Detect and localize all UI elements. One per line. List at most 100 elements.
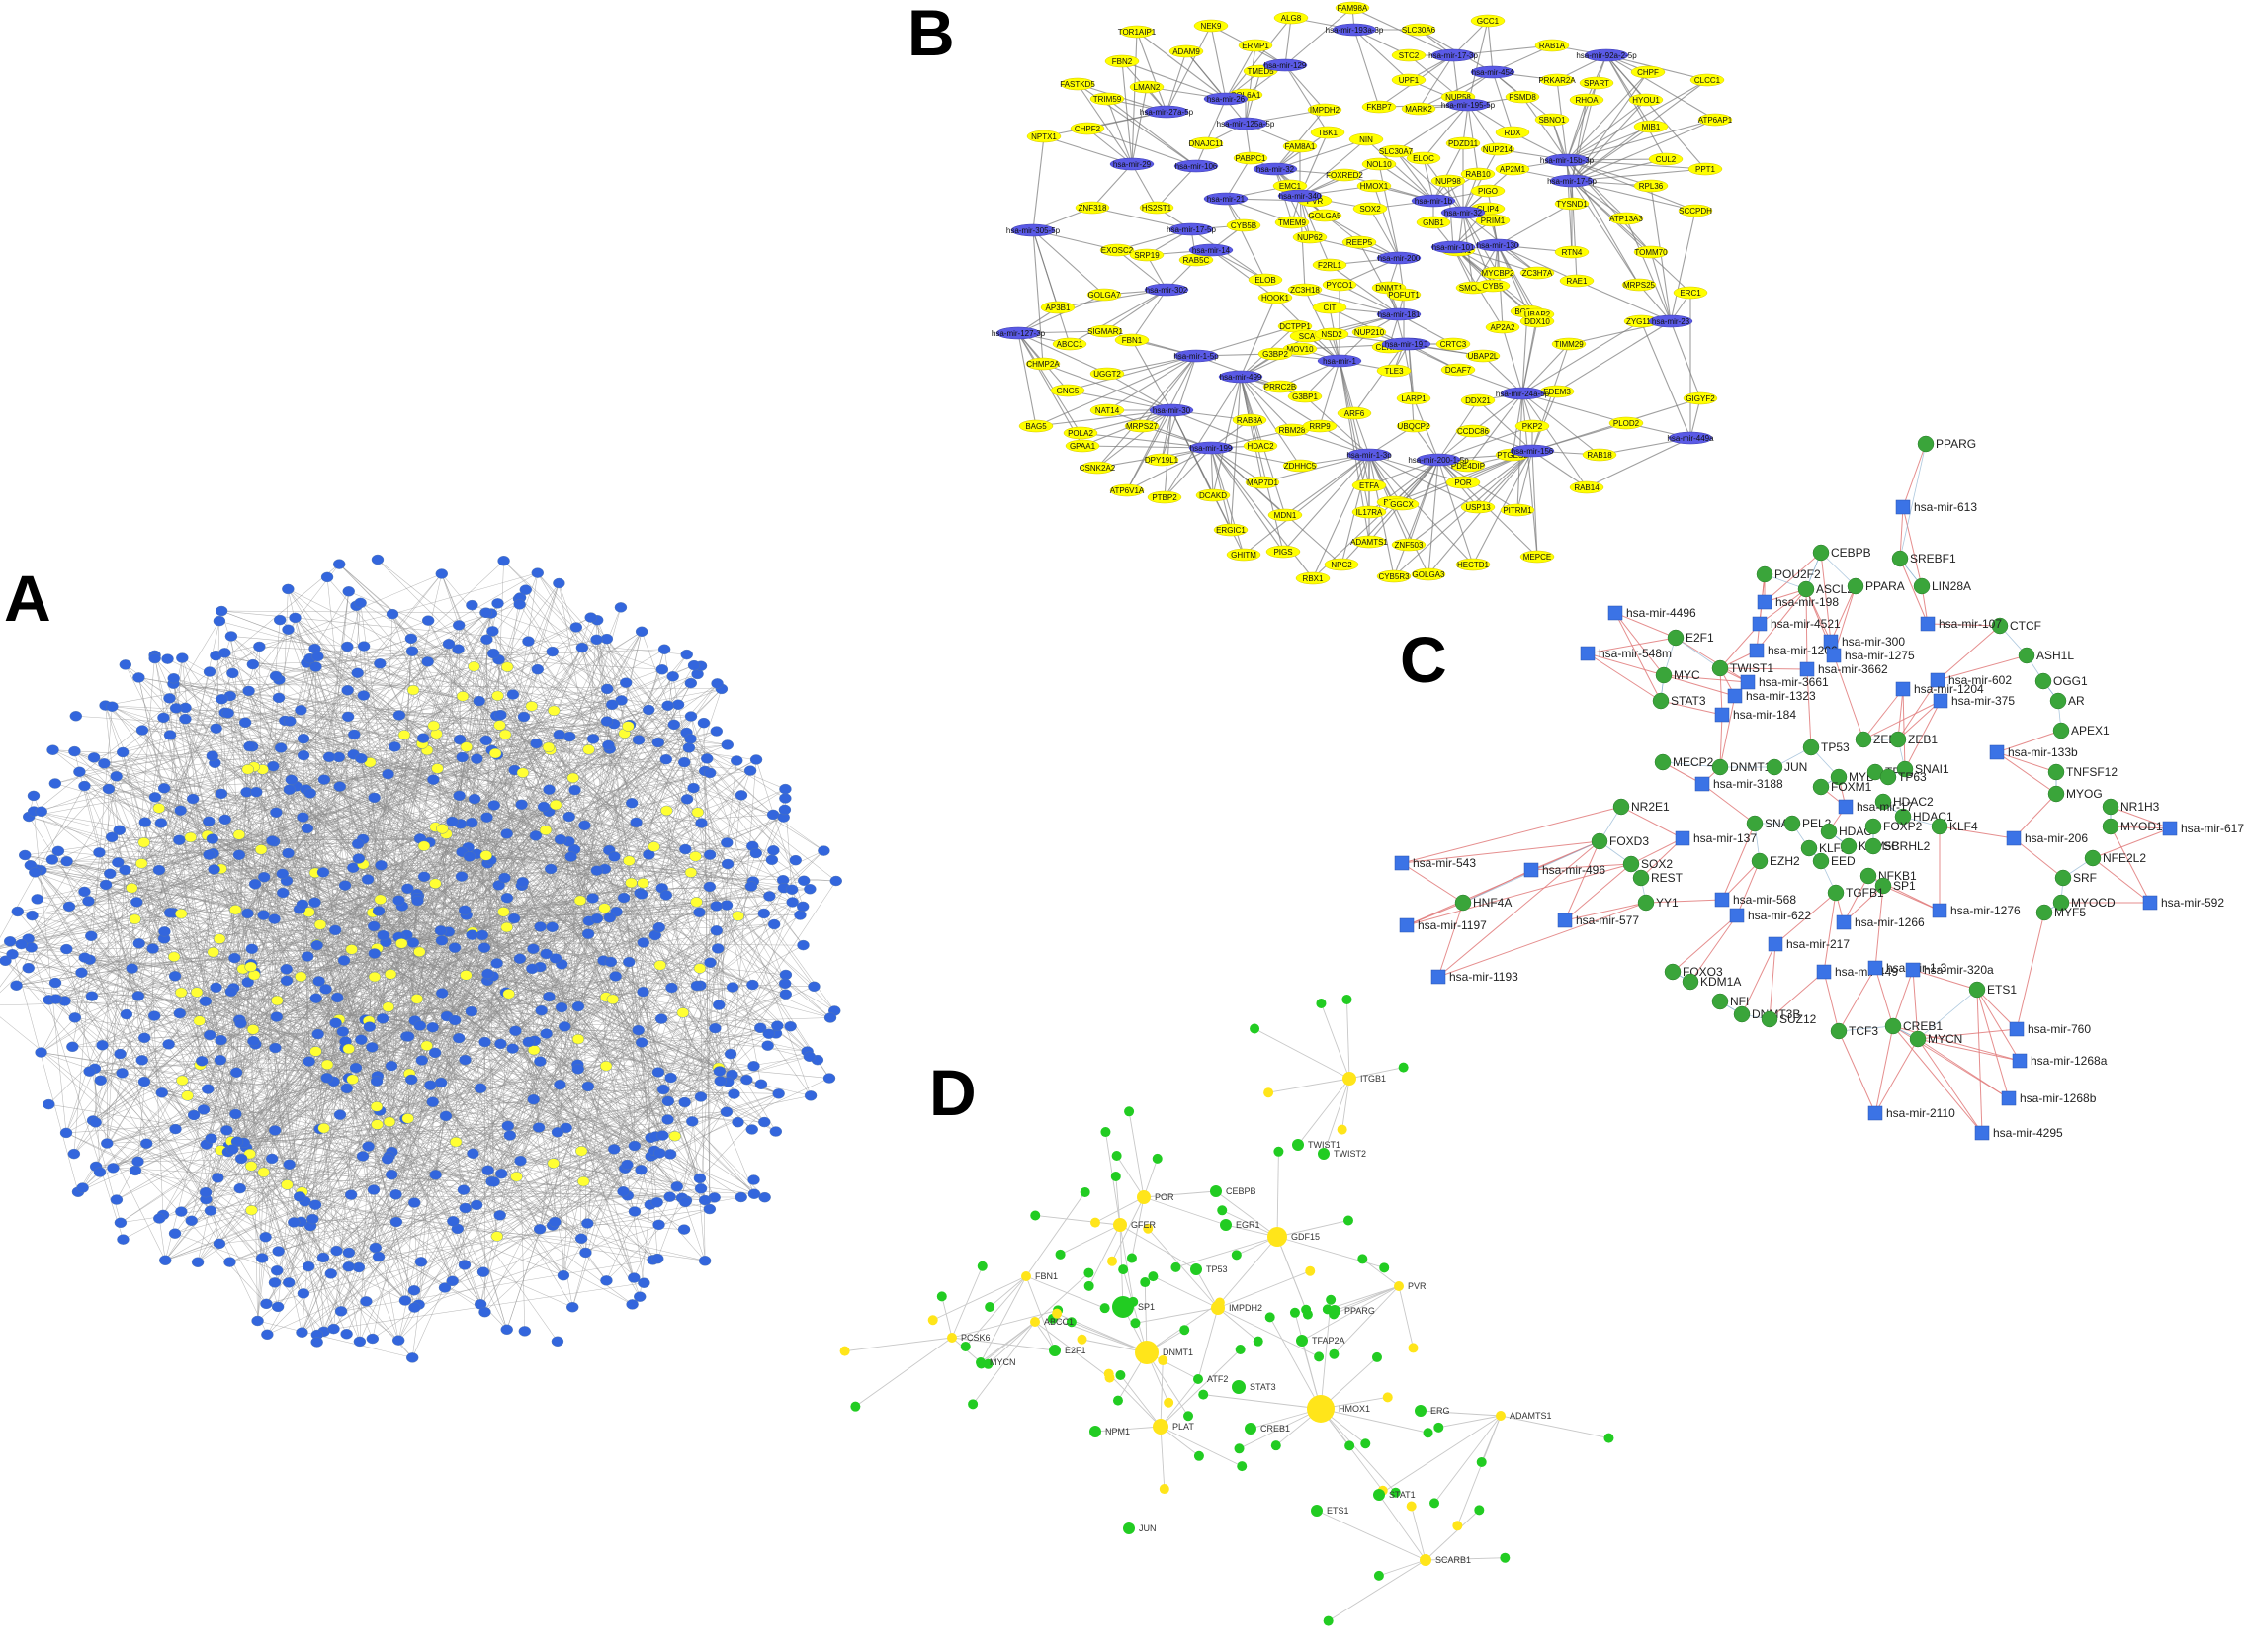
panel-a-node — [371, 1119, 384, 1130]
panel-a-edge — [333, 1282, 645, 1330]
panel-a-edge — [176, 708, 594, 739]
panel-d-green-leaf — [1183, 1411, 1194, 1422]
panel-a-edge — [548, 746, 777, 1132]
panel-a-edge — [16, 985, 643, 1043]
panel-d-green-label: ATF2 — [1207, 1374, 1228, 1384]
panel-a-edge — [379, 896, 770, 912]
panel-a-edge — [141, 810, 181, 864]
panel-a-edge — [485, 612, 720, 1068]
panel-d-yellow-label: PCSK6 — [961, 1333, 991, 1343]
panel-d-green-node: TFAP2A — [1296, 1335, 1345, 1347]
panel-a-edge — [373, 1189, 715, 1198]
panel-d-green-leaf — [1080, 1186, 1090, 1197]
panel-a-edge — [82, 756, 340, 1188]
panel-a-edge — [213, 952, 415, 1203]
panel-a-edge — [539, 1006, 579, 1230]
panel-a-node — [284, 716, 297, 727]
panel-d-edge — [1203, 1394, 1322, 1410]
panel-a-edge — [144, 972, 255, 1039]
panel-a-edge — [66, 1110, 381, 1134]
panel-a-node — [215, 788, 228, 800]
panel-a-edge — [391, 613, 671, 1079]
panel-a-edge — [181, 721, 608, 1212]
panel-a-nodes — [0, 554, 842, 1363]
panel-a-edge — [73, 868, 221, 1155]
panel-d-green-label: E2F1 — [1065, 1346, 1086, 1355]
panel-d-edge — [1433, 1415, 1502, 1504]
panel-a-node — [257, 1167, 270, 1178]
panel-a-edge — [41, 1052, 263, 1259]
panel-a-edge — [696, 854, 711, 903]
panel-a-edge — [476, 653, 494, 759]
panel-a-edge — [301, 748, 610, 1223]
panel-a-edge — [165, 855, 487, 1261]
panel-a-edge — [68, 854, 711, 908]
panel-a-edge — [551, 868, 643, 895]
panel-a-edge — [226, 704, 613, 1131]
panel-a-edge — [380, 572, 538, 664]
panel-a-edge — [113, 1168, 653, 1261]
panel-a-edge — [662, 1053, 732, 1090]
panel-a-node — [31, 894, 43, 905]
panel-a-node — [643, 849, 655, 860]
panel-a-edge — [490, 613, 786, 799]
panel-a-edge — [377, 947, 769, 1034]
panel-a-edge — [65, 636, 232, 1134]
panel-a-edge — [641, 906, 804, 1171]
panel-a-edge — [472, 604, 662, 670]
panel-a-edge — [377, 1124, 541, 1230]
panel-d-edge — [1153, 1275, 1219, 1309]
panel-d-green-leaf — [1373, 1570, 1384, 1581]
panel-a-edge — [169, 735, 589, 934]
panel-d-green-leaf — [1429, 1498, 1440, 1509]
panel-a-edge — [220, 793, 729, 865]
panel-a-node — [575, 642, 589, 653]
panel-a-node — [140, 1138, 153, 1149]
panel-a-node — [251, 1315, 264, 1327]
panel-a-edge — [378, 1084, 561, 1258]
panel-d-green-leaf — [1118, 1264, 1129, 1275]
panel-a-edge — [333, 1039, 362, 1330]
panel-a-edge — [553, 1077, 671, 1164]
panel-a-edge — [107, 987, 734, 1144]
panel-a-node — [255, 1253, 269, 1263]
panel-a-edge — [460, 799, 688, 825]
panel-d-yellow-label: ABCC1 — [1044, 1317, 1074, 1327]
panel-a-edge — [250, 772, 524, 965]
panel-a-node — [389, 741, 401, 752]
panel-a-edge — [94, 1068, 304, 1294]
panel-a-edge — [315, 998, 459, 1230]
panel-d-edge — [932, 1275, 1027, 1321]
panel-d-green-leaf — [1124, 1106, 1135, 1117]
panel-a-edge — [137, 754, 354, 1162]
panel-a-edge — [253, 812, 698, 1042]
panel-d-green-leaf — [1342, 1215, 1353, 1226]
panel-a-edge — [113, 895, 666, 1169]
panel-d-green-node: CREB1 — [1245, 1423, 1290, 1435]
panel-a-node — [60, 943, 73, 955]
panel-a-edge — [406, 627, 577, 1037]
panel-d-green-leaf — [1235, 1345, 1246, 1355]
panel-d-yellow-leaf — [1406, 1501, 1417, 1512]
panel-a-edge — [580, 747, 690, 1239]
panel-d-green-leaf — [1344, 1440, 1355, 1451]
panel-a-edge — [666, 810, 728, 1112]
panel-a-edge — [409, 902, 793, 1075]
panel-a-edge — [465, 1059, 635, 1147]
panel-d-yellow-label: ITGB1 — [1360, 1074, 1386, 1084]
panel-a-edge — [338, 564, 506, 736]
panel-d-yellow-label: FBN1 — [1035, 1271, 1058, 1281]
panel-d-edge — [1328, 1559, 1427, 1621]
panel-a-edge — [715, 795, 742, 1029]
panel-a-edge — [339, 564, 637, 824]
panel-d-green-leaf — [1083, 1280, 1094, 1291]
panel-d-yellow-leaf — [1107, 1256, 1118, 1266]
panel-d-edge — [1378, 1494, 1427, 1561]
panel-a-edge — [113, 898, 593, 1169]
panel-a-node — [531, 567, 544, 578]
panel-d-green-node: ATF2 — [1193, 1374, 1228, 1384]
panel-a-edge — [205, 625, 460, 1193]
panel-a-node — [532, 1122, 546, 1133]
panel-a-edge — [525, 589, 815, 987]
